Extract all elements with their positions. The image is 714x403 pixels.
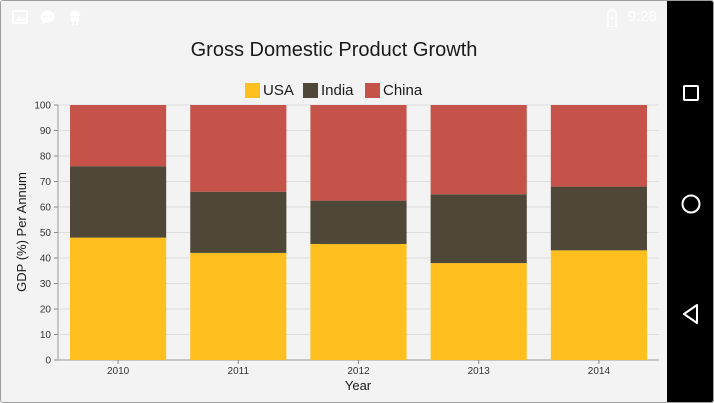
legend-label-china: China	[383, 81, 423, 99]
bar-china-2012	[310, 105, 407, 201]
y-tick-label: 90	[40, 126, 52, 137]
y-tick-label: 30	[40, 279, 52, 290]
bar-china-2013	[430, 105, 527, 195]
legend-label-india: India	[321, 81, 354, 99]
legend-item-india[interactable]: India	[303, 80, 354, 100]
recent-apps-button[interactable]	[677, 79, 705, 107]
back-button[interactable]	[677, 300, 705, 328]
legend-item-usa[interactable]: USA	[245, 80, 294, 100]
y-tick-label: 70	[40, 177, 52, 188]
bar-usa-2013	[430, 263, 527, 360]
chart-legend: USA India China	[1, 80, 667, 100]
x-tick-label: 2013	[468, 366, 491, 377]
y-axis-label: GDP (%) Per Annum	[14, 172, 29, 292]
legend-swatch-china	[365, 82, 380, 98]
legend-swatch-usa	[245, 82, 260, 98]
app-screen: 9:28 Gross Domestic Product Growth USA I…	[1, 1, 667, 402]
bar-usa-2012	[310, 243, 407, 360]
y-tick-label: 0	[45, 356, 51, 367]
legend-item-china[interactable]: China	[365, 80, 422, 100]
image-icon	[12, 9, 28, 30]
x-tick-label: 2012	[347, 366, 370, 377]
battery-charging-icon	[607, 9, 617, 32]
bars	[70, 105, 647, 360]
y-tick-label: 10	[40, 330, 52, 341]
x-tick-label: 2011	[228, 366, 250, 377]
legend-swatch-india	[303, 82, 318, 98]
status-time: 9:28	[627, 8, 657, 25]
bar-china-2014	[550, 105, 647, 187]
tick-labels: 0 10 20 30 40 50 60 70 80 90 100 2010 2011 2012 2013 20…	[34, 101, 610, 378]
bar-usa-2010	[70, 237, 167, 360]
bar-usa-2011	[190, 252, 287, 360]
back-triangle-icon	[683, 304, 698, 324]
chat-bubble-icon	[39, 9, 56, 31]
status-bar: 9:28	[1, 1, 667, 34]
x-tick-label: 2014	[588, 366, 611, 377]
y-tick-label: 40	[40, 254, 52, 265]
stacked-bar-chart: GDP (%) Per Annum Year 0 10 20 30 40 50 60 70 80…	[14, 101, 659, 393]
bar-china-2010	[70, 105, 167, 167]
chart-title: Gross Domestic Product Growth	[190, 39, 478, 61]
circle-icon	[681, 194, 701, 214]
bar-usa-2014	[550, 250, 647, 360]
bar-india-2012	[310, 200, 407, 244]
navigation-bar	[667, 1, 713, 402]
home-button[interactable]	[677, 190, 705, 218]
y-tick-label: 60	[40, 203, 52, 214]
x-tick-label: 2010	[107, 366, 130, 377]
bar-india-2010	[70, 166, 167, 238]
y-tick-label: 100	[34, 101, 51, 112]
android-icon	[67, 9, 83, 31]
square-icon	[683, 85, 699, 101]
x-axis-label: Year	[345, 378, 372, 393]
bar-india-2013	[430, 194, 527, 264]
y-tick-label: 80	[40, 152, 52, 163]
y-tick-label: 20	[40, 305, 52, 316]
bar-china-2011	[190, 105, 287, 192]
legend-label-usa: USA	[263, 81, 294, 99]
y-tick-label: 50	[40, 228, 52, 239]
bar-india-2014	[550, 186, 647, 251]
bar-india-2011	[190, 191, 287, 253]
